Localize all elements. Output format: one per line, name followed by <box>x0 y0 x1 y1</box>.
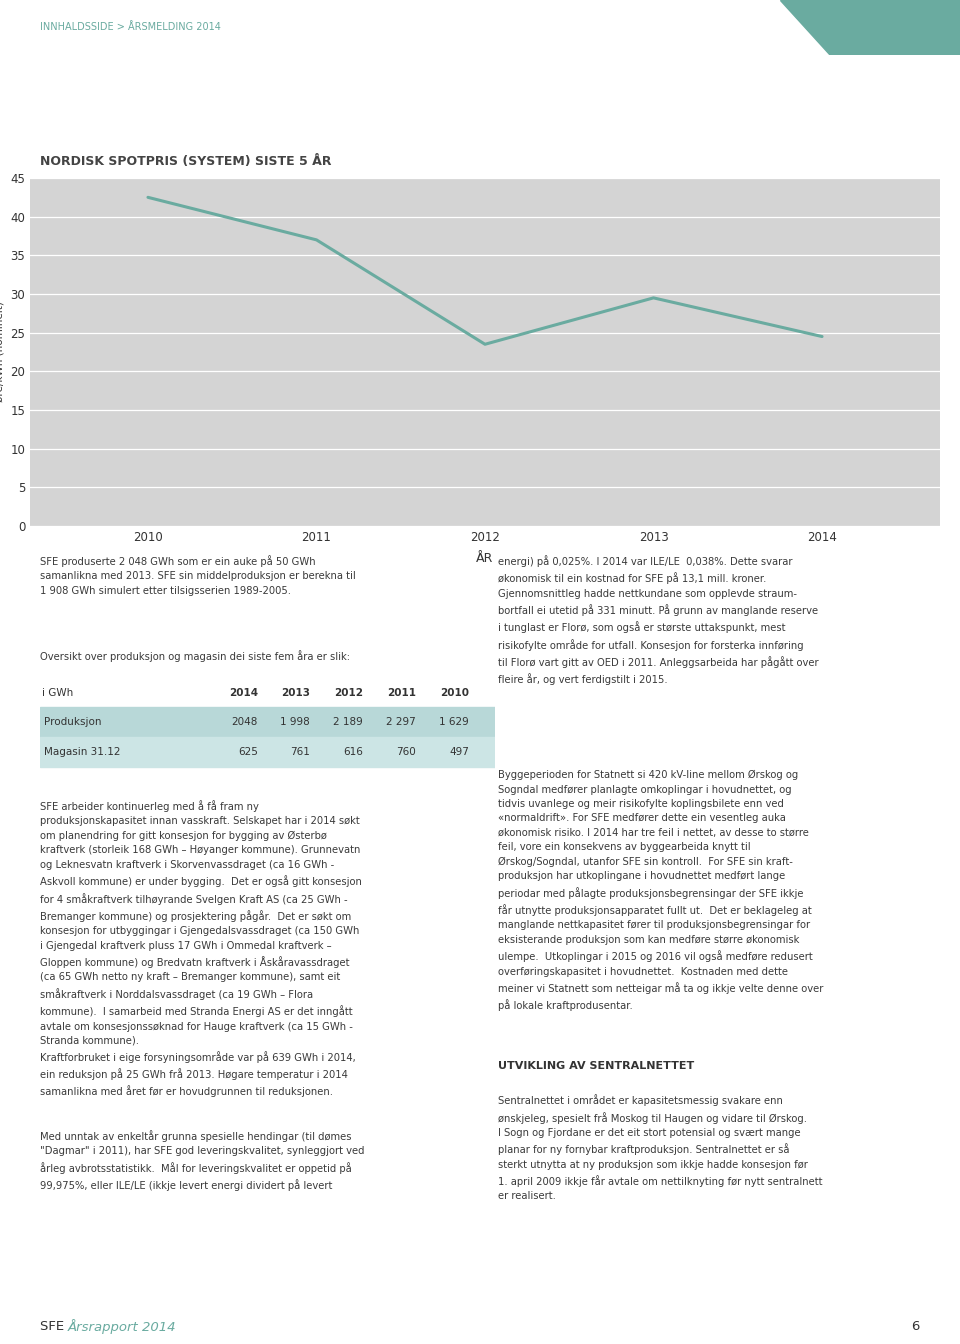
Text: Sentralnettet i området er kapasitetsmessig svakare enn
ønskjeleg, spesielt frå : Sentralnettet i området er kapasitetsmes… <box>498 1094 823 1202</box>
Text: SFE produserte 2 048 GWh som er ein auke på 50 GWh
samanlikna med 2013. SFE sin : SFE produserte 2 048 GWh som er ein auke… <box>40 555 356 595</box>
Text: Kraftforbruket i eige forsyningsområde var på 639 GWh i 2014,
ein reduksjon på 2: Kraftforbruket i eige forsyningsområde v… <box>40 1051 356 1098</box>
Text: energi) på 0,025%. I 2014 var ILE/LE  0,038%. Dette svarar
økonomisk til ein kos: energi) på 0,025%. I 2014 var ILE/LE 0,0… <box>498 555 819 685</box>
X-axis label: ÅR: ÅR <box>476 552 493 566</box>
Text: 2011: 2011 <box>387 688 416 698</box>
Text: 1 629: 1 629 <box>440 716 469 727</box>
Bar <box>40 737 495 767</box>
Text: SFE arbeider kontinuerleg med å få fram ny
produksjonskapasitet innan vasskraft.: SFE arbeider kontinuerleg med å få fram … <box>40 800 362 1046</box>
Text: SFE: SFE <box>40 1321 68 1333</box>
Text: 2 297: 2 297 <box>386 716 416 727</box>
Text: i GWh: i GWh <box>42 688 73 698</box>
Text: Oversikt over produksjon og magasin dei siste fem åra er slik:: Oversikt over produksjon og magasin dei … <box>40 650 350 661</box>
Text: 625: 625 <box>238 747 258 757</box>
Polygon shape <box>780 0 960 55</box>
Text: Magasin 31.12: Magasin 31.12 <box>44 747 121 757</box>
Text: 1 998: 1 998 <box>280 716 310 727</box>
Text: Årsrapport 2014: Årsrapport 2014 <box>68 1320 177 1335</box>
Text: 2 189: 2 189 <box>333 716 363 727</box>
Text: 2048: 2048 <box>231 716 258 727</box>
Text: 2012: 2012 <box>334 688 363 698</box>
Text: 616: 616 <box>343 747 363 757</box>
Text: Byggeperioden for Statnett si 420 kV-line mellom Ørskog og
Sogndal medfører plan: Byggeperioden for Statnett si 420 kV-lin… <box>498 770 824 1011</box>
Bar <box>40 707 495 737</box>
Text: 497: 497 <box>449 747 469 757</box>
Text: 2014: 2014 <box>228 688 258 698</box>
Text: Produksjon: Produksjon <box>44 716 102 727</box>
Text: 760: 760 <box>396 747 416 757</box>
Text: 2013: 2013 <box>281 688 310 698</box>
Text: UTVIKLING AV SENTRALNETTET: UTVIKLING AV SENTRALNETTET <box>498 1062 694 1071</box>
Text: Med unntak av enkeltår grunna spesielle hendingar (til dømes
"Dagmar" i 2011), h: Med unntak av enkeltår grunna spesielle … <box>40 1130 365 1191</box>
Text: 6: 6 <box>912 1321 920 1333</box>
Y-axis label: øre/kWh (nominelt): øre/kWh (nominelt) <box>0 301 5 402</box>
Text: 2010: 2010 <box>440 688 469 698</box>
Text: 761: 761 <box>290 747 310 757</box>
Text: INNHALDSSIDE > ÅRSMELDING 2014: INNHALDSSIDE > ÅRSMELDING 2014 <box>40 22 221 32</box>
Text: NORDISK SPOTPRIS (SYSTEM) SISTE 5 ÅR: NORDISK SPOTPRIS (SYSTEM) SISTE 5 ÅR <box>40 156 331 168</box>
